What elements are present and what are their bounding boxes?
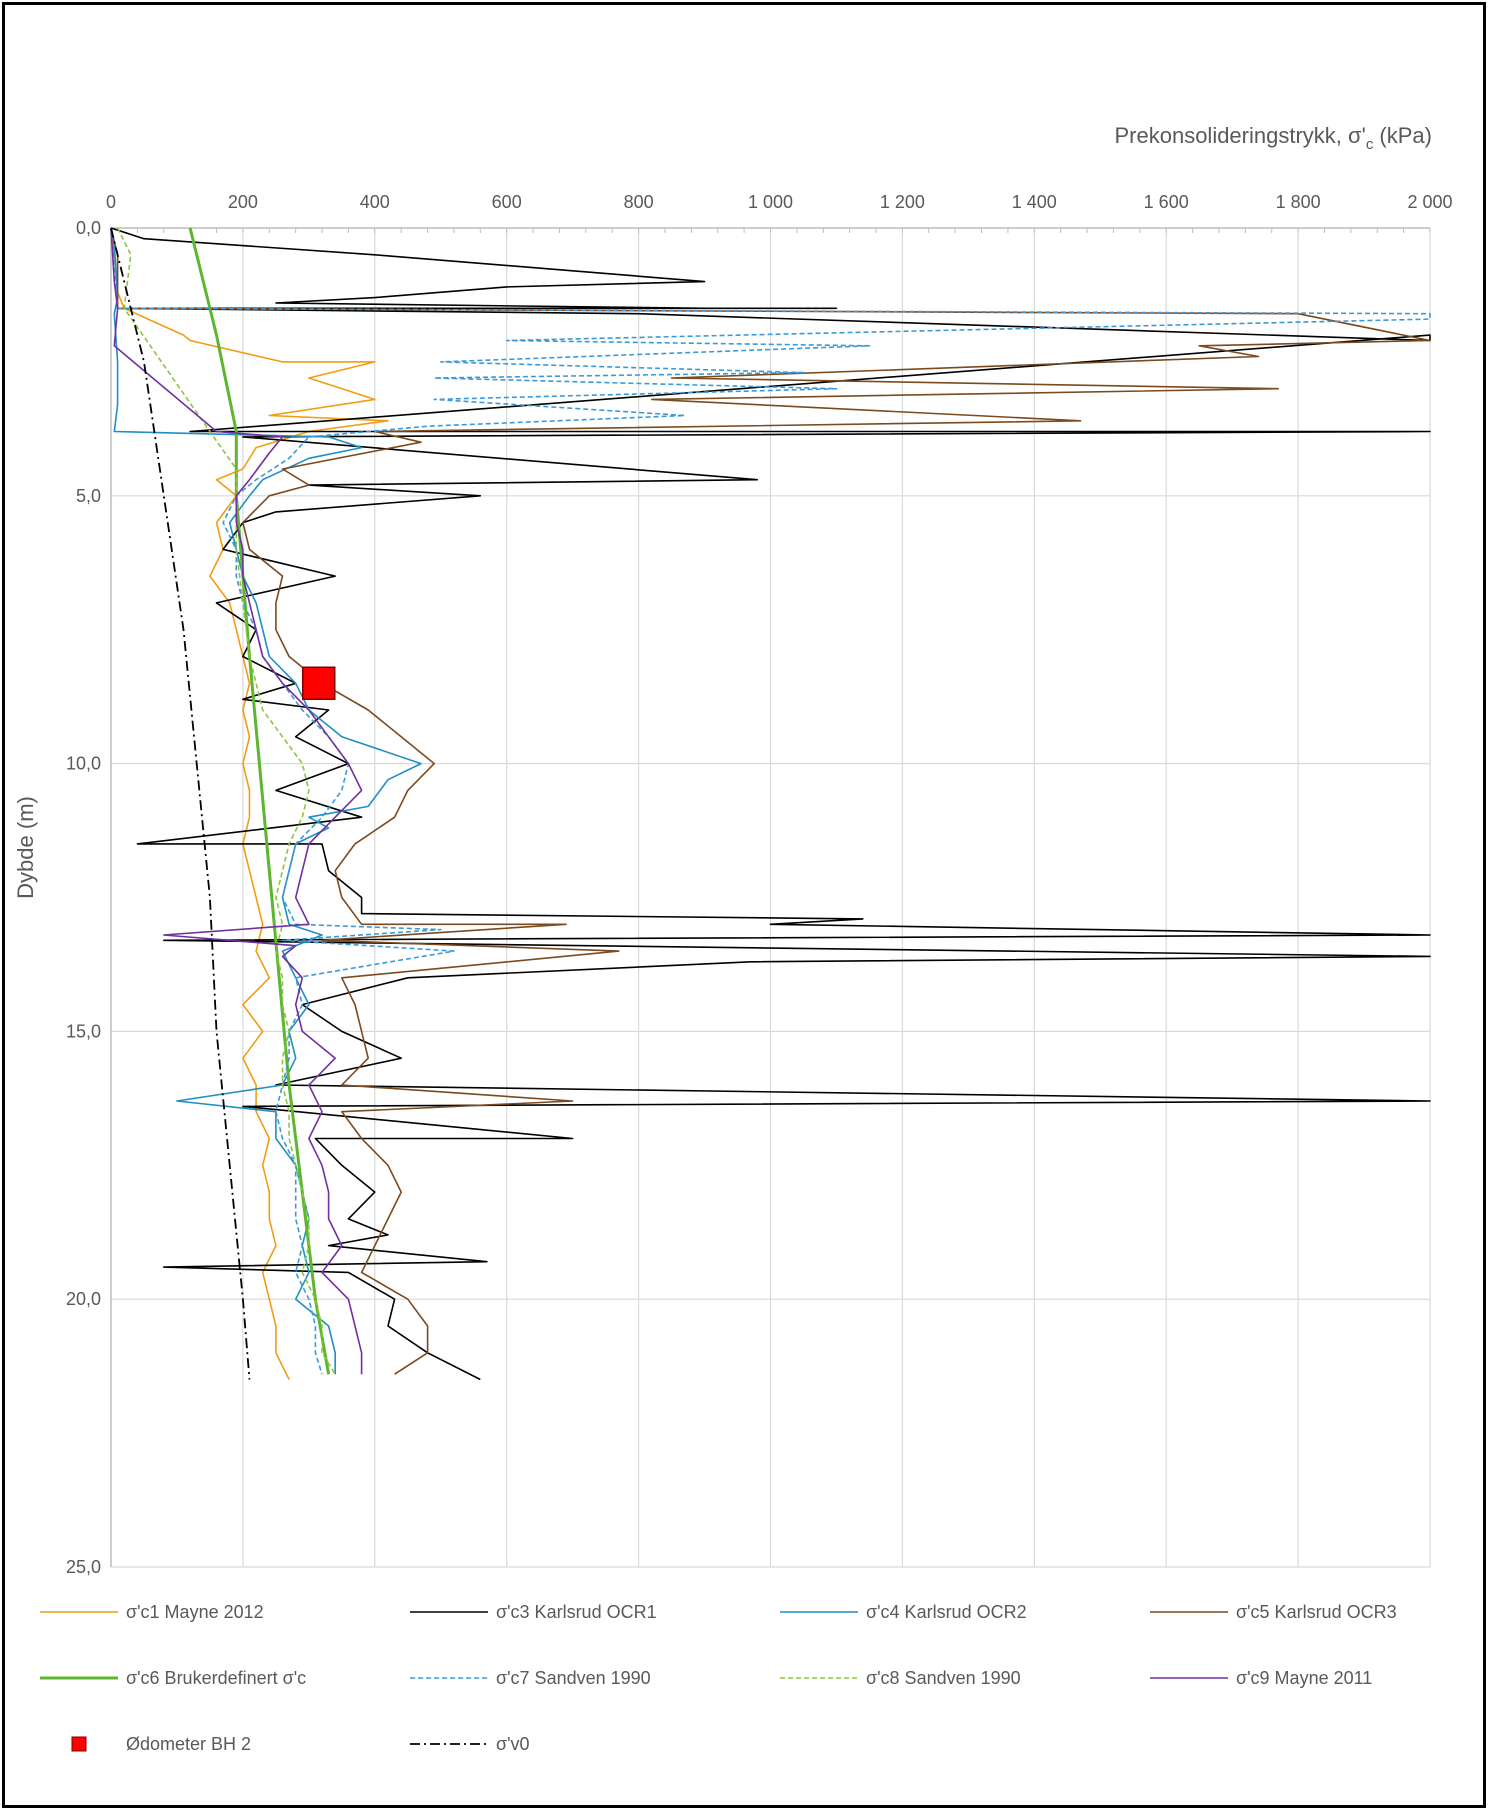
legend-label: σ'c6 Brukerdefinert σ'c — [126, 1668, 306, 1688]
x-tick-label: 600 — [492, 192, 522, 212]
x-tick-label: 1 000 — [748, 192, 793, 212]
x-tick-label: 2 000 — [1407, 192, 1452, 212]
chart-grid — [110, 227, 1431, 1568]
x-tick-label: 200 — [228, 192, 258, 212]
y-axis-title: Dybde (m) — [13, 796, 38, 899]
y-tick-label: 25,0 — [66, 1557, 101, 1577]
y-tick-label: 5,0 — [76, 486, 101, 506]
y-tick-label: 15,0 — [66, 1021, 101, 1041]
x-tick-label: 1 600 — [1144, 192, 1189, 212]
y-tick-label: 20,0 — [66, 1289, 101, 1309]
legend-label: σ'c9 Mayne 2011 — [1236, 1668, 1372, 1688]
legend-label: σ'c1 Mayne 2012 — [126, 1602, 264, 1622]
x-tick-label: 1 400 — [1012, 192, 1057, 212]
chart-series — [110, 227, 1431, 1381]
x-axis-title: Prekonsolideringstrykk, σ'c (kPa) — [1114, 123, 1432, 153]
series-line-1 — [110, 227, 389, 1380]
chart-axes: 0 200 400 600 800 1 000 1 200 1 400 1 600 1 800 2 … — [13, 123, 1453, 1577]
x-tick-label: 1 800 — [1276, 192, 1321, 212]
x-tick-label: 0 — [106, 192, 116, 212]
series-line-4 — [110, 227, 1431, 1375]
chart-markers — [301, 666, 336, 701]
series-line-8 — [110, 227, 363, 1375]
series-line-7 — [116, 227, 336, 1375]
x-tick-label: 800 — [624, 192, 654, 212]
chart-legend: σ'c1 Mayne 2012 σ'c3 Karlsrud OCR1 σ'c4 Ka… — [40, 1602, 1397, 1754]
legend-label: σ'c4 Karlsrud OCR2 — [866, 1602, 1027, 1622]
legend-label: σ'c7 Sandven 1990 — [496, 1668, 651, 1688]
series-line-9 — [110, 227, 251, 1380]
marker-point — [301, 666, 336, 701]
y-tick-label: 10,0 — [66, 754, 101, 774]
legend-label: Ødometer BH 2 — [126, 1734, 251, 1754]
y-tick-label: 0,0 — [76, 218, 101, 238]
x-tick-label: 1 200 — [880, 192, 925, 212]
legend-swatch-marker — [71, 1736, 87, 1752]
legend-label: σ'c3 Karlsrud OCR1 — [496, 1602, 657, 1622]
x-tick-label: 400 — [360, 192, 390, 212]
series-line-2 — [110, 227, 1431, 1381]
legend-label: σ'c5 Karlsrud OCR3 — [1236, 1602, 1397, 1622]
series-line-5 — [188, 227, 331, 1375]
legend-label: σ'v0 — [496, 1734, 530, 1754]
legend-label: σ'c8 Sandven 1990 — [866, 1668, 1021, 1688]
